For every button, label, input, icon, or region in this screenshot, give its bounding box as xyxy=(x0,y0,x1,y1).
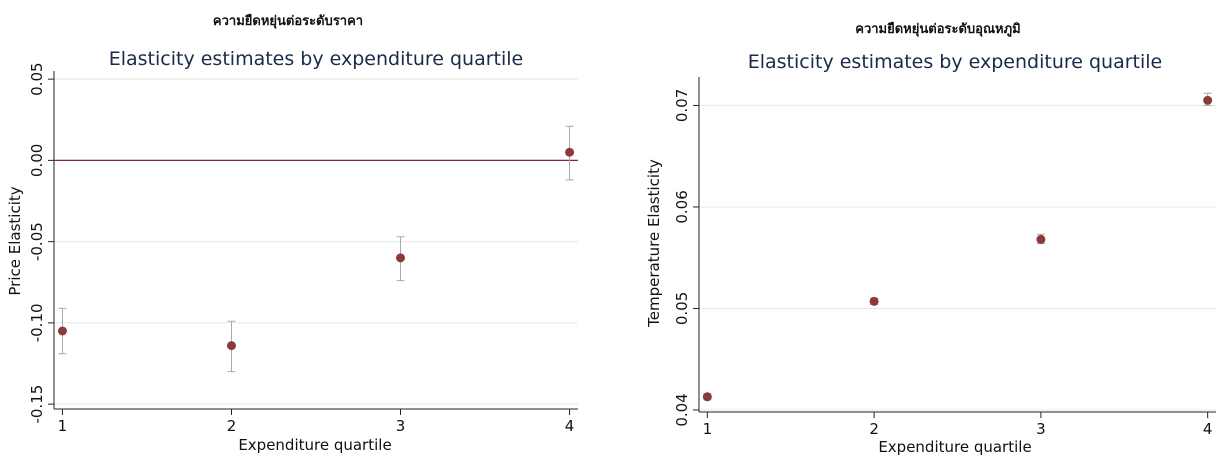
data-point xyxy=(869,296,879,306)
data-point xyxy=(1036,234,1046,244)
chart-suptitle: ความยืดหยุ่นต่อระดับอุณหภูมิ xyxy=(855,21,1020,37)
y-tick-label: 0.06 xyxy=(673,190,691,223)
chart-title: Elasticity estimates by expenditure quar… xyxy=(748,51,1163,73)
y-tick-label: 0.00 xyxy=(28,144,46,177)
y-tick-label: -0.15 xyxy=(28,385,46,424)
x-tick-label: 1 xyxy=(58,417,68,435)
x-tick-label: 3 xyxy=(396,417,406,435)
x-tick-label: 1 xyxy=(703,420,713,438)
data-point xyxy=(226,341,236,351)
plot-area: 0.05 0.00 -0.05 -0.10 -0.15 1 2 3 4 xyxy=(28,62,578,435)
chart-suptitle: ความยืดหยุ่นต่อระดับราคา xyxy=(213,13,363,29)
price-elasticity-chart: ความยืดหยุ่นต่อระดับราคา Elasticity esti… xyxy=(0,0,615,464)
temperature-elasticity-plot: ความยืดหยุ่นต่อระดับอุณหภูมิ Elasticity … xyxy=(645,21,1216,456)
y-tick-label: 0.07 xyxy=(673,89,691,122)
data-point xyxy=(57,326,67,336)
x-tick-label: 4 xyxy=(1203,420,1213,438)
chart-title: Elasticity estimates by expenditure quar… xyxy=(109,48,524,70)
y-tick-label: 0.04 xyxy=(673,393,691,426)
y-tick-label: -0.10 xyxy=(28,303,46,342)
data-point xyxy=(1203,95,1213,105)
data-point xyxy=(565,147,575,157)
x-axis-label: Expenditure quartile xyxy=(878,438,1031,456)
x-axis-label: Expenditure quartile xyxy=(238,436,391,454)
y-axis-label: Temperature Elasticity xyxy=(645,159,663,328)
temperature-elasticity-chart: ความยืดหยุ่นต่อระดับอุณหภูมิ Elasticity … xyxy=(640,0,1231,464)
plot-area: 0.07 0.06 0.05 0.04 1 2 3 4 xyxy=(673,77,1216,438)
x-tick-label: 3 xyxy=(1036,420,1046,438)
y-tick-label: 0.05 xyxy=(673,292,691,325)
y-tick-label: -0.05 xyxy=(28,222,46,261)
x-tick-label: 2 xyxy=(869,420,879,438)
data-point xyxy=(396,253,406,263)
x-tick-label: 2 xyxy=(227,417,237,435)
y-axis-label: Price Elasticity xyxy=(6,186,24,295)
x-tick-label: 4 xyxy=(565,417,575,435)
price-elasticity-plot: ความยืดหยุ่นต่อระดับราคา Elasticity esti… xyxy=(6,13,578,454)
data-point xyxy=(702,392,712,402)
y-tick-label: 0.05 xyxy=(28,62,46,95)
